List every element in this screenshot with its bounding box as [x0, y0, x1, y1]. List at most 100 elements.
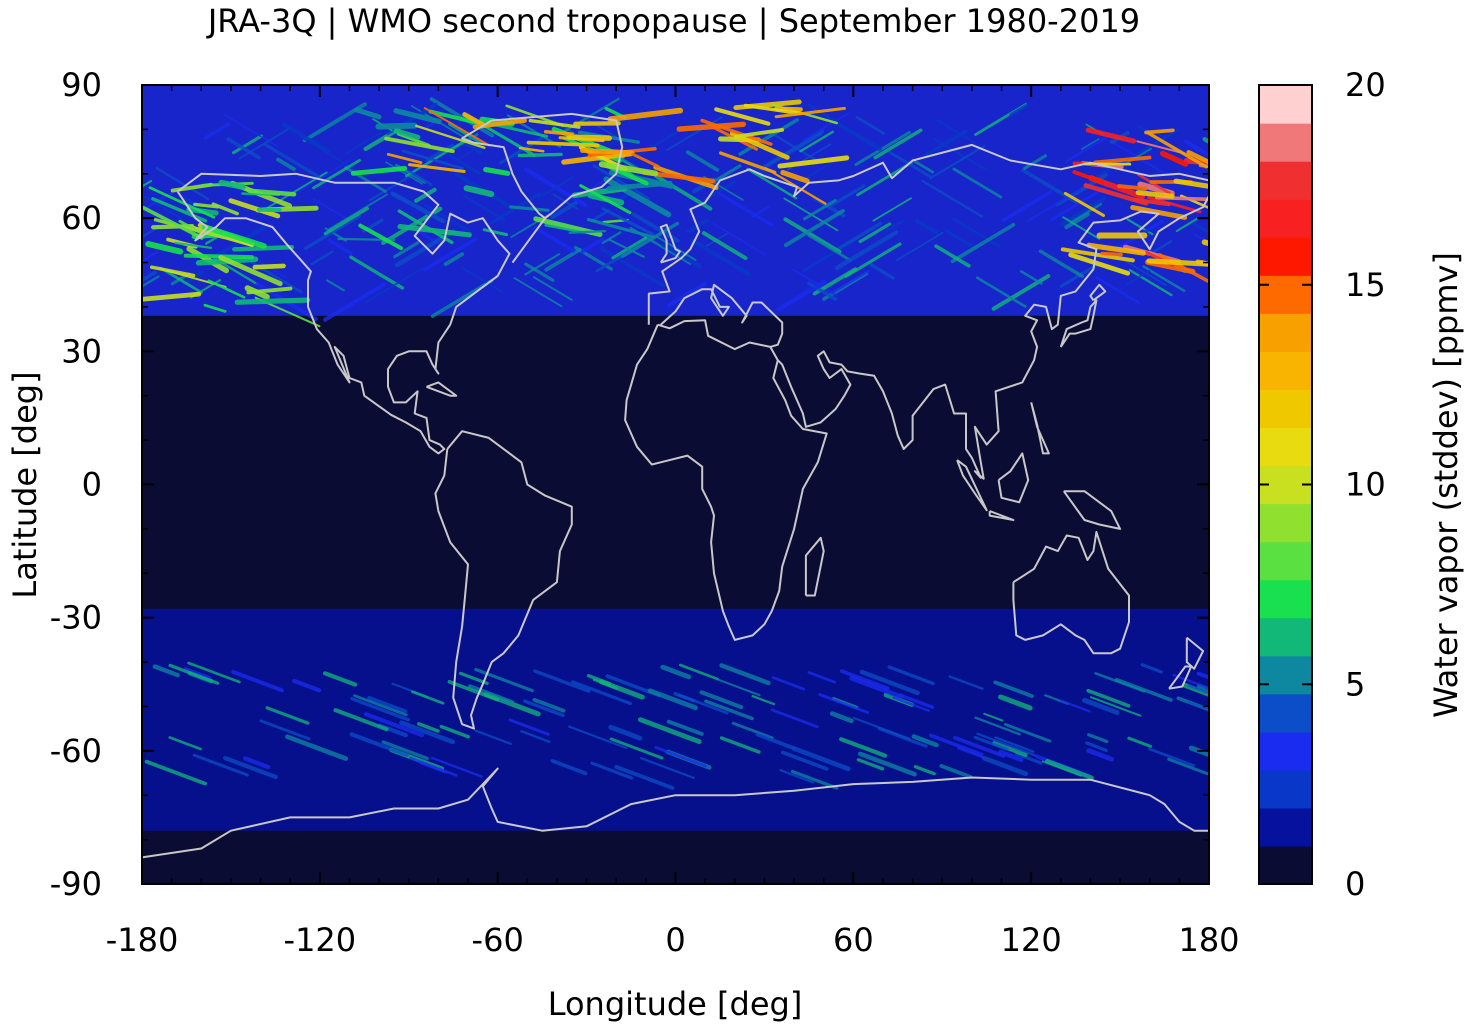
heat-streak — [303, 214, 362, 250]
heat-streak — [704, 699, 754, 721]
heat-streak — [1133, 197, 1171, 207]
heat-streak — [765, 132, 823, 168]
heat-streak — [993, 680, 1034, 698]
heat-streak — [592, 164, 651, 200]
heat-streak — [243, 756, 271, 770]
heat-streak — [203, 122, 231, 140]
colorbar-swatch — [1259, 579, 1312, 619]
heat-streak — [777, 155, 850, 169]
heat-streak — [1086, 748, 1114, 762]
heat-streak — [168, 663, 220, 685]
heat-streak — [857, 751, 917, 777]
heat-streak — [789, 158, 839, 189]
heat-streak — [353, 694, 408, 717]
x-tick-label: 120 — [1001, 921, 1062, 959]
heat-streak — [426, 143, 455, 162]
heat-streak — [608, 724, 643, 741]
heat-streak — [414, 187, 437, 203]
heat-streak — [281, 122, 331, 154]
heat-streak — [149, 265, 196, 278]
coastline — [777, 195, 1209, 480]
heat-streak — [1144, 128, 1175, 135]
heat-streak — [807, 281, 838, 301]
heat-streak — [417, 722, 440, 733]
heat-streak — [292, 678, 322, 693]
heat-streak — [714, 107, 771, 126]
colorbar-swatch — [1259, 275, 1312, 314]
heat-streak — [601, 207, 655, 237]
heat-streak — [780, 169, 810, 184]
heat-streak — [439, 724, 470, 739]
heat-streak — [474, 667, 534, 693]
coastline — [1059, 299, 1098, 348]
heat-streak — [803, 198, 837, 221]
heat-streak — [367, 695, 408, 714]
coastline — [434, 430, 573, 730]
heat-streak — [1087, 733, 1109, 744]
heat-streak — [1063, 191, 1105, 217]
colorbar-swatch — [1259, 541, 1312, 581]
coastline — [997, 452, 1030, 504]
heat-streak — [948, 675, 984, 690]
heat-streak — [142, 250, 159, 263]
heat-streak — [872, 197, 912, 222]
heat-streak — [929, 144, 986, 180]
heat-streak — [333, 708, 389, 732]
heat-streak — [911, 734, 939, 748]
heat-streak — [921, 179, 984, 218]
heat-streak — [381, 740, 429, 761]
heat-streak — [631, 152, 660, 168]
heat-streak — [368, 173, 414, 202]
heat-streak — [779, 769, 815, 784]
heat-streak — [898, 693, 935, 709]
heat-streak — [914, 218, 939, 235]
heat-streak — [586, 217, 656, 239]
coastline — [1185, 636, 1205, 670]
heat-streak — [1135, 190, 1175, 199]
heat-streak — [350, 165, 408, 176]
heat-streak — [1085, 127, 1137, 144]
heat-streak — [363, 712, 425, 738]
heat-streak — [611, 236, 648, 260]
heat-streak — [528, 118, 581, 129]
heat-streak — [639, 757, 695, 779]
heat-streak — [1114, 677, 1173, 702]
heat-streak — [1196, 683, 1209, 693]
colorbar-swatch — [1259, 655, 1312, 695]
colorbar-tick-label: 10 — [1345, 466, 1386, 504]
heat-streak — [419, 761, 448, 774]
colorbar-swatch — [1259, 313, 1312, 352]
heat-streak — [228, 198, 281, 219]
heat-streak — [836, 221, 883, 251]
heat-streak — [263, 143, 320, 178]
heat-streak — [839, 737, 888, 758]
heat-streak — [839, 669, 890, 691]
heat-streak — [830, 269, 871, 295]
coastline — [176, 172, 511, 455]
heat-streak — [349, 732, 409, 757]
heat-streak — [699, 690, 744, 710]
heat-streak — [327, 238, 353, 256]
heat-streak — [1159, 150, 1189, 167]
colorbar-axis: 0 5 10 15 20 — [1259, 66, 1386, 903]
colorbar-tick-label: 0 — [1345, 865, 1365, 903]
heat-streak — [142, 206, 204, 240]
heat-streak — [1027, 188, 1082, 222]
heat-streak — [803, 112, 849, 141]
coastline — [660, 283, 784, 348]
heat-streak — [312, 158, 361, 190]
coastline — [142, 767, 1209, 859]
heat-streak — [608, 238, 645, 258]
y-tick-label: 30 — [61, 332, 102, 370]
heat-streak — [807, 234, 852, 262]
heat-streak — [952, 167, 1003, 199]
heat-streak — [460, 266, 504, 294]
coastline — [647, 143, 1209, 325]
heat-streak — [844, 242, 902, 278]
x-axis-label: Longitude [deg] — [548, 985, 803, 1023]
heat-streak — [771, 676, 806, 691]
heat-streak — [743, 103, 801, 116]
coastline — [1062, 490, 1122, 530]
heat-streak — [144, 759, 207, 786]
